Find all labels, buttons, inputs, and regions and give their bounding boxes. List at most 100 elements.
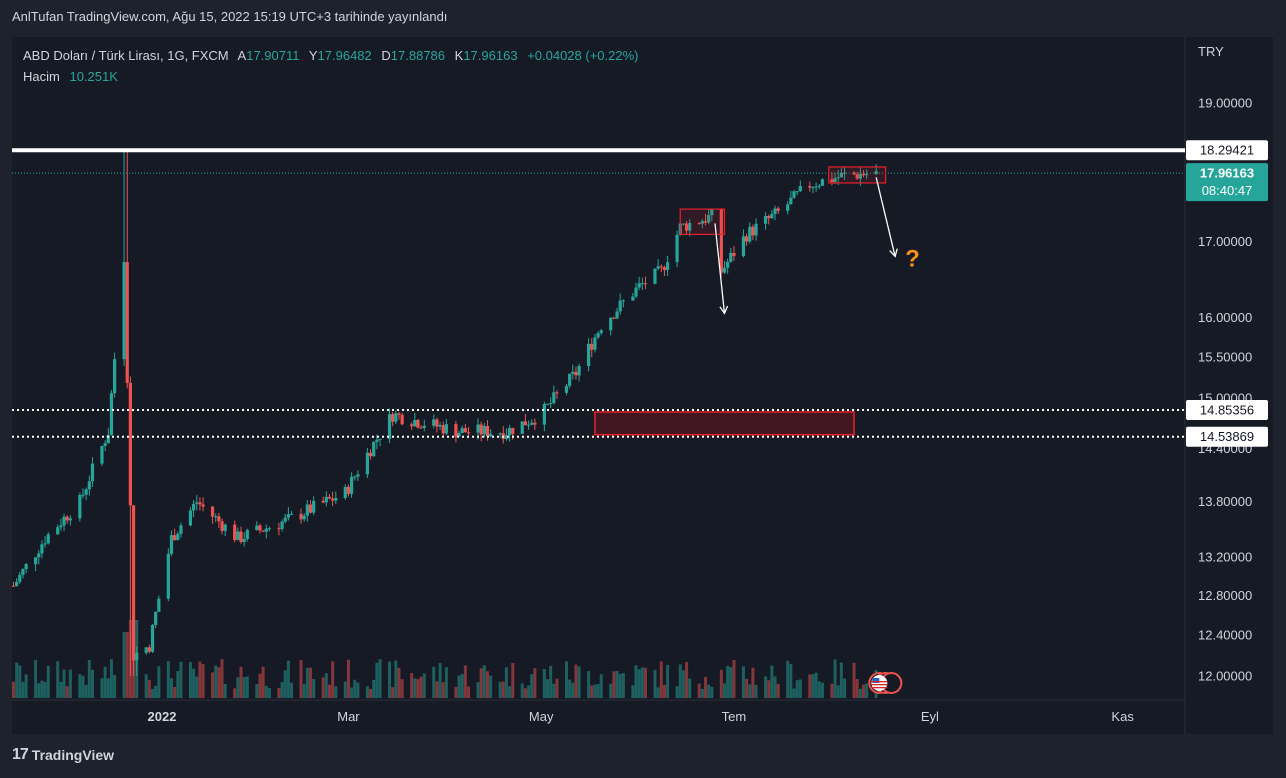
candle-body [34, 557, 38, 565]
volume-bar [321, 677, 325, 698]
candle-body [419, 427, 423, 429]
volume-bar [482, 665, 486, 698]
us-flag-stripe-icon [871, 681, 888, 683]
volume-bar [688, 678, 692, 698]
candle-body [615, 311, 619, 319]
candle-body [327, 496, 332, 499]
candle-body [590, 343, 594, 350]
volume-bar [68, 669, 72, 698]
top-box-june [679, 208, 726, 235]
volume-bar [710, 686, 714, 698]
candle-body [596, 333, 600, 338]
us-flag-canton-icon [872, 678, 880, 683]
x-tick-label: Mar [337, 709, 360, 724]
volume-bar [394, 660, 398, 698]
candle-body [299, 513, 303, 520]
volume-bar [375, 662, 379, 698]
volume-bar [242, 677, 246, 698]
volume-bar [151, 688, 155, 698]
volume-bar [43, 682, 47, 698]
candle-body [640, 283, 644, 285]
candle-body [103, 443, 107, 446]
footer-brand[interactable]: 17 TradingView [12, 746, 114, 764]
volume-bar [523, 688, 527, 698]
volume-bar [590, 685, 594, 698]
y-tick-label: 16.00000 [1198, 310, 1252, 325]
volume-bar [299, 660, 303, 698]
candle-body [482, 425, 486, 435]
volume-bar [350, 687, 354, 698]
volume-bar [100, 678, 104, 698]
volume-bar [542, 669, 546, 698]
volume-bar [732, 659, 736, 698]
x-tick-label: 2022 [148, 709, 177, 724]
volume-bar [144, 674, 148, 698]
candle-body [255, 525, 259, 530]
volume-bar [135, 620, 139, 698]
volume-bar [855, 679, 859, 698]
volume-bar [865, 683, 869, 698]
volume-bar [653, 669, 657, 698]
volume-bar [438, 663, 442, 698]
volume-bar [264, 685, 268, 698]
candle-body [703, 221, 708, 223]
candle-body [365, 452, 369, 475]
volume-bar [858, 688, 862, 698]
volume-bar [479, 668, 483, 698]
y-tick-label: 17.00000 [1198, 234, 1252, 249]
candle-body [210, 506, 215, 517]
volume-bar [741, 666, 745, 698]
candle-body [43, 543, 47, 545]
volume-bar [18, 665, 22, 698]
candle-body [798, 186, 802, 192]
candle-body [176, 533, 180, 541]
x-tick-label: Eyl [921, 709, 939, 724]
volume-bar [65, 686, 69, 698]
volume-bar [568, 679, 572, 698]
volume-bar [312, 678, 316, 698]
candle-body [258, 525, 262, 531]
candle-body [710, 209, 714, 216]
volume-bar [40, 680, 44, 698]
candle-body [748, 226, 752, 242]
volume-bar [24, 674, 28, 698]
volume-bar [656, 687, 660, 698]
volume-bar [751, 667, 755, 698]
candle-body [391, 414, 395, 422]
volume-bar [169, 678, 173, 698]
volume-bar [422, 673, 426, 698]
volume-bar [833, 659, 837, 698]
candle-body [350, 476, 354, 494]
volume-bar [356, 682, 360, 698]
candle-body [751, 226, 755, 236]
volume-bar [704, 676, 708, 698]
volume-label: Hacim [23, 69, 60, 84]
low-label: D [381, 48, 391, 63]
symbol-name[interactable]: ABD Doları / Türk Lirası, 1G, FXCM [23, 48, 229, 63]
candle-body [530, 422, 534, 425]
candle-body [125, 262, 129, 383]
volume-bar [640, 667, 644, 698]
volume-bar [21, 681, 25, 698]
candle-body [356, 474, 360, 477]
candle-body [346, 486, 351, 494]
candle-body [593, 337, 597, 350]
candle-body [283, 517, 287, 522]
volume-bar [666, 664, 670, 698]
drop-arrow-june-head [719, 305, 729, 315]
candle-body [498, 433, 502, 435]
volume-bar [571, 682, 575, 698]
volume-bar [78, 674, 82, 698]
candle-body [280, 521, 284, 529]
candle-body [817, 185, 821, 187]
volume-bar [729, 667, 733, 698]
candle-body [533, 422, 537, 425]
candle-body [233, 524, 237, 541]
candle-body [78, 494, 82, 519]
chart-panel[interactable] [12, 37, 1273, 734]
candle-body [305, 504, 309, 516]
footer-brand-name: TradingView [31, 747, 115, 763]
candle-body [100, 445, 104, 464]
publish-info: AnlTufan TradingView.com, Ağu 15, 2022 1… [12, 9, 448, 24]
